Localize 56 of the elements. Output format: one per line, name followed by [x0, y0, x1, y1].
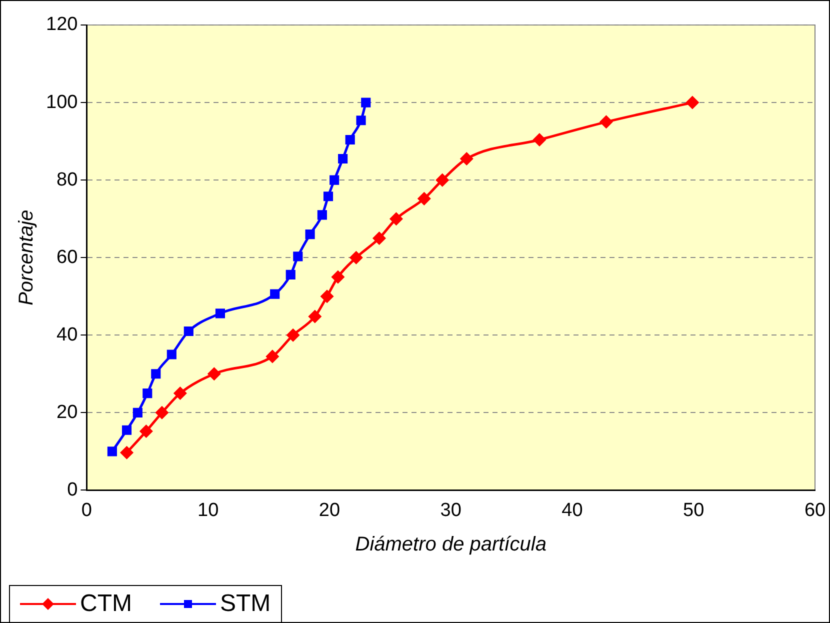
point — [293, 252, 303, 262]
point — [266, 350, 279, 363]
point — [372, 232, 386, 244]
point — [356, 116, 366, 126]
point — [308, 310, 322, 323]
point — [132, 408, 142, 418]
point — [460, 152, 473, 165]
point — [533, 134, 546, 146]
point — [418, 192, 430, 205]
point — [142, 388, 152, 398]
x-tick-label: 10 — [198, 500, 219, 521]
x-axis-title: Diámetro de partícula — [355, 534, 546, 556]
point — [270, 289, 280, 299]
y-tick-label: 20 — [56, 402, 78, 423]
point — [600, 116, 612, 128]
y-tick-label: 60 — [56, 246, 78, 268]
point — [350, 251, 362, 264]
point — [122, 425, 132, 435]
point — [286, 270, 296, 280]
point — [436, 174, 449, 186]
point — [686, 96, 699, 109]
point — [332, 270, 344, 284]
legend-label: CTM — [80, 590, 132, 618]
x-tick-label: 0 — [81, 500, 92, 521]
point — [330, 175, 340, 185]
point — [174, 387, 186, 400]
point — [390, 212, 402, 226]
point — [317, 210, 327, 220]
point — [208, 368, 220, 380]
x-tick-label: 60 — [804, 500, 826, 521]
point — [151, 369, 161, 379]
y-tick-label: 120 — [46, 14, 78, 36]
y-tick-label: 80 — [56, 169, 78, 190]
point — [156, 406, 168, 419]
y-tick-label: 40 — [56, 324, 78, 346]
point — [338, 154, 348, 164]
y-tick-label: 0 — [67, 479, 78, 500]
point — [166, 350, 176, 360]
x-tick-label: 40 — [562, 500, 583, 521]
point — [184, 326, 194, 336]
point — [361, 98, 371, 108]
point — [323, 192, 334, 202]
y-axis-title: Porcentaje — [16, 210, 38, 306]
point — [320, 290, 334, 303]
x-tick-label: 30 — [440, 500, 462, 521]
point — [305, 230, 315, 240]
point — [140, 425, 152, 438]
x-tick-label: 50 — [683, 500, 704, 521]
point — [107, 446, 117, 456]
x-tick-label: 20 — [318, 500, 340, 521]
point — [345, 134, 355, 145]
point — [286, 328, 300, 342]
point — [120, 446, 134, 459]
point — [215, 308, 226, 318]
legend-label: STM — [220, 590, 271, 618]
y-tick-label: 100 — [46, 92, 78, 113]
